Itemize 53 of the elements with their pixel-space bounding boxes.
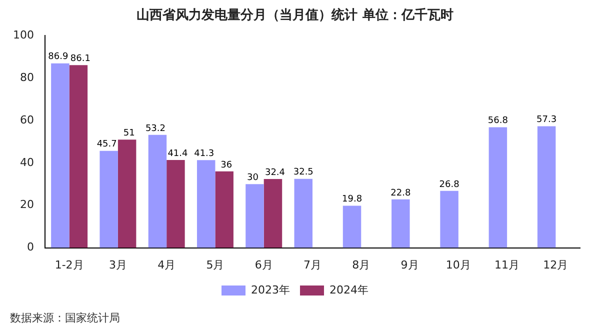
x-tick-label: 6月 [254, 258, 273, 272]
y-tick-label: 80 [20, 70, 34, 84]
bar [51, 63, 70, 248]
x-tick-label: 9月 [400, 258, 419, 272]
source-note: 数据来源：国家统计局 [10, 311, 120, 324]
y-tick-label: 20 [20, 198, 34, 212]
data-label: 36 [220, 160, 232, 170]
x-tick-label: 1-2月 [54, 258, 84, 272]
data-label: 86.1 [70, 54, 90, 64]
legend-label: 2023年 [251, 283, 290, 296]
data-label: 53.2 [145, 124, 166, 134]
bar [294, 178, 312, 248]
bar [100, 150, 118, 248]
bar [342, 206, 362, 248]
bar [392, 199, 410, 248]
bar [118, 140, 136, 248]
x-tick-label: 12月 [543, 258, 568, 272]
data-label: 41.4 [168, 148, 188, 159]
data-label: 30 [247, 172, 259, 183]
data-label: 22.8 [390, 188, 411, 198]
bar [215, 171, 234, 248]
data-label: 51 [123, 128, 135, 138]
x-tick-label: 4月 [158, 258, 176, 272]
bar [148, 134, 167, 248]
bar [166, 160, 185, 248]
data-label: 19.8 [342, 194, 362, 205]
legend-label: 2024年 [330, 283, 368, 296]
data-label: 56.8 [488, 116, 508, 126]
chart-title: 山西省风力发电量分月（当月值）统计 单位：亿千瓦时 [136, 7, 454, 24]
data-label: 45.7 [96, 140, 117, 150]
data-label: 32.5 [293, 168, 314, 178]
x-tick-label: 7月 [304, 258, 322, 272]
bar [69, 65, 88, 248]
bar [488, 127, 508, 248]
x-tick-label: 8月 [352, 258, 370, 272]
bar [440, 190, 458, 248]
y-tick-label: 40 [20, 156, 34, 169]
x-tick-label: 5月 [206, 258, 224, 272]
x-tick-label: 3月 [108, 258, 127, 272]
bar [196, 160, 216, 248]
bar [246, 184, 264, 248]
data-label: 41.3 [194, 149, 214, 160]
y-tick-label: 100 [12, 28, 34, 42]
y-tick-label: 0 [26, 240, 34, 254]
bar [264, 179, 282, 248]
data-label: 57.3 [536, 115, 557, 126]
data-label: 86.9 [48, 52, 68, 62]
x-tick-label: 10月 [446, 258, 471, 272]
x-tick-label: 11月 [494, 258, 520, 272]
data-label: 26.8 [439, 180, 460, 190]
y-tick-label: 60 [20, 113, 34, 126]
data-label: 32.4 [264, 168, 286, 178]
bar [537, 126, 556, 248]
